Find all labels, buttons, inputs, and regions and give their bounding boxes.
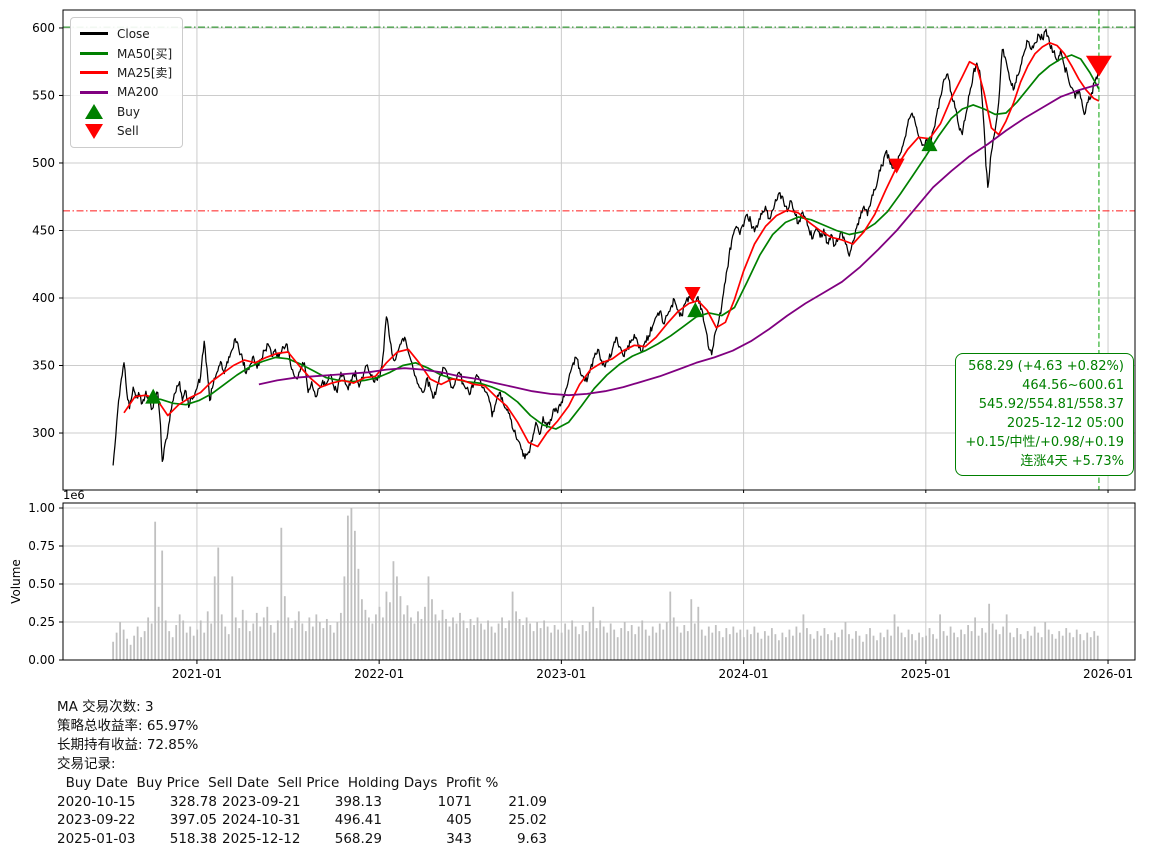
annotation-price-line: 568.29 (+4.63 +0.82%) bbox=[968, 359, 1124, 374]
annotation-streak-line: 连涨4天 +5.73% bbox=[1020, 453, 1124, 469]
x-tick-label: 2022-01 bbox=[354, 667, 404, 681]
buy-triangle-icon bbox=[79, 104, 109, 120]
strategy-stats: MA 交易次数: 3 策略总收益率: 65.97% 长期持有收益: 72.85%… bbox=[57, 698, 547, 849]
sell-marker bbox=[888, 158, 905, 174]
legend-item-ma25: MA25[卖] bbox=[79, 63, 172, 83]
y-tick-label: 350 bbox=[32, 359, 55, 373]
buy-date-cell: 2020-10-15 bbox=[57, 793, 136, 810]
sell-date-cell: 2025-12-12 bbox=[222, 831, 301, 848]
series-ma50 bbox=[147, 54, 1100, 430]
annotation-signal-line: +0.15/中性/+0.98/+0.19 bbox=[965, 434, 1124, 450]
legend-label: Buy bbox=[117, 104, 140, 119]
profit-cell: 9.63 bbox=[516, 831, 547, 848]
sell-date-cell: 2024-10-31 bbox=[222, 812, 301, 829]
buy-marker bbox=[687, 302, 704, 318]
buy-date-cell: 2023-09-22 bbox=[57, 812, 136, 829]
trade-row: 2025-01-03 518.38 2025-12-12 568.29 343 … bbox=[57, 830, 547, 849]
volume-y-tick-label: 1.00 bbox=[28, 501, 55, 515]
sell-marker-current bbox=[1085, 55, 1112, 77]
tick-labels: 300 350 400 450 500 550 600 0.00 0.25 0.50 0.75 1.0… bbox=[28, 21, 1133, 681]
series-ma25 bbox=[123, 41, 1100, 448]
x-tick-label: 2026-01 bbox=[1083, 667, 1133, 681]
volume-y-tick-label: 0.00 bbox=[28, 653, 55, 667]
holding-days-cell: 343 bbox=[446, 831, 472, 848]
holding-days-cell: 1071 bbox=[437, 793, 472, 810]
volume-y-tick-label: 0.25 bbox=[28, 615, 55, 629]
x-tick-label: 2021-01 bbox=[172, 667, 222, 681]
sell-price-cell: 496.41 bbox=[334, 812, 382, 829]
x-tick-label: 2025-01 bbox=[901, 667, 951, 681]
sell-marker bbox=[684, 286, 701, 302]
volume-y-tick-label: 0.75 bbox=[28, 539, 55, 553]
y-tick-label: 600 bbox=[32, 21, 55, 35]
buy-price-cell: 397.05 bbox=[169, 812, 217, 829]
trade-count-line: MA 交易次数: 3 bbox=[57, 699, 154, 715]
strategy-return-line: 策略总收益率: 65.97% bbox=[57, 717, 199, 734]
volume-bars bbox=[112, 508, 1099, 660]
tick-marks bbox=[59, 27, 1109, 664]
buy-date-cell: 2025-01-03 bbox=[57, 831, 136, 848]
annotation-range-line: 464.56~600.61 bbox=[1022, 377, 1124, 393]
series-close bbox=[112, 28, 1100, 466]
legend-label: Sell bbox=[117, 124, 139, 139]
legend-label: Close bbox=[117, 26, 150, 41]
trade-table-header: Buy Date Buy Price Sell Date Sell Price … bbox=[57, 774, 499, 791]
y-tick-label: 500 bbox=[32, 156, 55, 170]
quote-annotation: 568.29 (+4.63 +0.82%) 464.56~600.61 545.… bbox=[955, 353, 1134, 477]
legend-label: MA200 bbox=[117, 85, 159, 100]
legend-item-sell: Sell bbox=[79, 122, 172, 142]
volume-axes-frame bbox=[62, 502, 1136, 661]
trade-row: 2023-09-22 397.05 2024-10-31 496.41 405 … bbox=[57, 811, 547, 830]
profit-cell: 25.02 bbox=[508, 812, 547, 829]
x-tick-label: 2023-01 bbox=[536, 667, 586, 681]
buy-price-cell: 328.78 bbox=[169, 793, 217, 810]
buy-marker bbox=[921, 136, 938, 152]
legend-item-close: Close bbox=[79, 24, 172, 44]
x-tick-label: 2024-01 bbox=[719, 667, 769, 681]
buy-marker bbox=[145, 388, 162, 404]
legend-item-ma200: MA200 bbox=[79, 83, 172, 103]
trade-log-title: 交易记录: bbox=[57, 755, 116, 772]
sell-date-cell: 2023-09-21 bbox=[222, 793, 301, 810]
profit-cell: 21.09 bbox=[508, 793, 547, 810]
annotation-ma-line: 545.92/554.81/558.37 bbox=[978, 396, 1124, 412]
legend-item-ma50: MA50[买] bbox=[79, 44, 172, 64]
holding-days-cell: 405 bbox=[446, 812, 472, 829]
ma50-line-swatch bbox=[79, 51, 109, 55]
close-line-swatch bbox=[79, 32, 109, 36]
volume-offset-label: 1e6 bbox=[63, 488, 85, 502]
trade-markers bbox=[145, 55, 1112, 404]
ma200-line-swatch bbox=[79, 90, 109, 94]
volume-y-tick-label: 0.50 bbox=[28, 577, 55, 591]
annotation-datetime-line: 2025-12-12 05:00 bbox=[1006, 415, 1124, 431]
buy-price-cell: 518.38 bbox=[169, 831, 217, 848]
y-tick-label: 450 bbox=[32, 223, 55, 237]
sell-triangle-icon bbox=[79, 123, 109, 139]
legend-label: MA50[买] bbox=[117, 46, 173, 61]
sell-price-cell: 568.29 bbox=[334, 831, 382, 848]
y-tick-label: 550 bbox=[32, 88, 55, 102]
legend-label: MA25[卖] bbox=[117, 66, 173, 81]
legend-item-buy: Buy bbox=[79, 102, 172, 122]
main-axes-frame bbox=[62, 9, 1136, 491]
y-tick-label: 400 bbox=[32, 291, 55, 305]
sell-price-cell: 398.13 bbox=[334, 793, 382, 810]
volume-axis-label: Volume bbox=[9, 559, 23, 604]
grid-lines bbox=[63, 10, 1135, 660]
legend: Close MA50[买] MA25[卖] MA200 Buy Sell bbox=[70, 17, 184, 148]
series-ma200 bbox=[258, 83, 1100, 397]
y-tick-label: 300 bbox=[32, 426, 55, 440]
trade-row: 2020-10-15 328.78 2023-09-21 398.13 1071… bbox=[57, 793, 547, 812]
holding-return-line: 长期持有收益: 72.85% bbox=[57, 736, 199, 753]
ma25-line-swatch bbox=[79, 71, 109, 75]
